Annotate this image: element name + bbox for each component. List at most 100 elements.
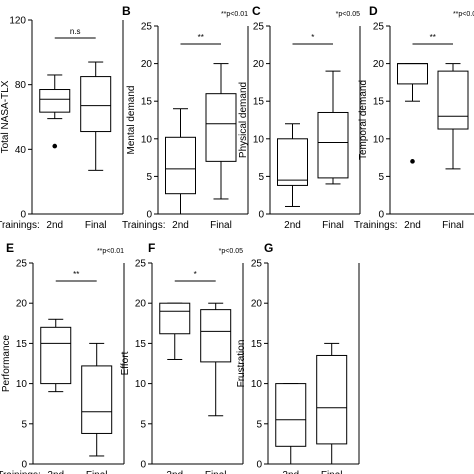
panel-letter: C	[252, 4, 261, 18]
y-tick-label: 10	[141, 134, 153, 145]
iqr-box	[205, 93, 237, 162]
significance-label: *	[194, 270, 197, 279]
y-tick-label: 0	[256, 460, 262, 471]
chart-panel: 0 5 10 15 20 25 Mental demand 2nd Final Trainings…	[122, 4, 249, 231]
y-tick-label: 25	[251, 259, 263, 270]
panel-letter: D	[369, 4, 378, 18]
significance-note: **p<0.01	[453, 11, 474, 18]
y-tick-label: 0	[146, 210, 152, 221]
iqr-box	[39, 89, 71, 113]
y-tick-label: 10	[251, 379, 263, 390]
y-tick-label: 25	[141, 22, 153, 33]
y-tick-label: 20	[253, 59, 265, 70]
significance-label: *	[311, 33, 314, 42]
significance-label: **	[73, 270, 79, 279]
outlier-point	[52, 143, 58, 149]
y-tick-label: 5	[256, 419, 262, 430]
y-tick-label: 5	[146, 172, 152, 183]
box-plot-final	[81, 342, 113, 457]
box-plot-final	[205, 63, 237, 200]
y-tick-label: 20	[251, 299, 263, 310]
panel-letter: B	[122, 4, 131, 18]
y-tick-label: 20	[141, 59, 153, 70]
iqr-box	[317, 111, 349, 179]
significance-label: n.s	[70, 27, 81, 36]
x-tick-label: 2nd	[282, 470, 299, 474]
y-tick-label: 15	[251, 339, 263, 350]
iqr-box	[277, 138, 308, 186]
y-tick-label: 5	[140, 419, 146, 430]
box-plot-final	[200, 302, 232, 417]
box-plot-final	[316, 342, 348, 465]
iqr-box	[159, 302, 191, 335]
x-tick-label: 2nd	[47, 470, 64, 474]
x-axis-prefix: Trainings:	[354, 220, 398, 231]
box-plot-2nd	[277, 123, 308, 207]
y-axis-label: Performance	[1, 334, 12, 392]
y-tick-label: 0	[378, 210, 384, 221]
y-tick-label: 15	[135, 339, 147, 350]
y-tick-label: 25	[373, 22, 385, 33]
chart-panel: 0 40 80 120 Total NASA-TLX 2nd Final Trainings:…	[0, 16, 124, 231]
y-tick-label: 0	[20, 210, 26, 221]
box-plot-2nd	[275, 383, 307, 465]
iqr-box	[397, 63, 428, 85]
iqr-box	[275, 383, 307, 447]
y-tick-label: 25	[16, 259, 28, 270]
y-tick-label: 0	[140, 460, 146, 471]
box-plot-2nd	[397, 63, 428, 164]
x-tick-label: Final	[210, 220, 232, 231]
y-axis-label: Effort	[120, 351, 131, 375]
panel-letter: E	[6, 241, 14, 255]
x-tick-label: 2nd	[172, 220, 189, 231]
y-tick-label: 10	[135, 379, 147, 390]
y-tick-label: 10	[16, 379, 28, 390]
significance-note: *p<0.05	[336, 11, 360, 18]
x-tick-label: Final	[321, 470, 343, 474]
box-plot-2nd	[159, 302, 191, 360]
panel-letter: G	[264, 241, 273, 255]
y-axis-label: Frustration	[236, 340, 247, 388]
significance-note: **p<0.01	[97, 248, 124, 255]
box-plot-final	[80, 61, 112, 171]
x-axis-prefix: Trainings:	[0, 220, 40, 231]
chart-panel: 0 5 10 15 20 25 Temporal demand 2nd Final Trainin…	[354, 4, 474, 231]
y-axis-label: Temporal demand	[358, 80, 369, 160]
x-tick-label: 2nd	[166, 470, 183, 474]
iqr-box	[80, 76, 112, 133]
y-tick-label: 10	[253, 134, 265, 145]
y-tick-label: 25	[135, 259, 147, 270]
significance-label: **	[430, 33, 436, 42]
iqr-box	[200, 309, 232, 363]
significance-note: *p<0.05	[219, 248, 243, 255]
iqr-box	[81, 365, 113, 434]
x-tick-label: Final	[85, 220, 107, 231]
box-plot-final	[317, 70, 349, 185]
box-plot-2nd	[40, 318, 72, 393]
y-tick-label: 20	[16, 299, 28, 310]
y-tick-label: 15	[16, 339, 28, 350]
x-tick-label: 2nd	[404, 220, 421, 231]
y-tick-label: 5	[21, 419, 27, 430]
significance-label: **	[198, 33, 204, 42]
box-plot-2nd	[39, 74, 71, 149]
y-tick-label: 20	[373, 59, 385, 70]
y-tick-label: 10	[373, 134, 385, 145]
y-tick-label: 0	[258, 210, 264, 221]
chart-panel: 0 5 10 15 20 25 Frustration 2nd Final G	[236, 241, 360, 474]
y-axis-label: Physical demand	[238, 82, 249, 158]
box-plot-2nd	[165, 108, 196, 215]
y-tick-label: 15	[373, 97, 385, 108]
y-tick-label: 5	[378, 172, 384, 183]
iqr-box	[437, 70, 469, 130]
x-tick-label: Final	[442, 220, 464, 231]
chart-panel: 0 5 10 15 20 25 Performance 2nd Final Trainings: E…	[0, 241, 125, 474]
iqr-box	[165, 136, 196, 195]
x-tick-label: Final	[205, 470, 227, 474]
x-tick-label: 2nd	[284, 220, 301, 231]
panel-letter: F	[148, 241, 155, 255]
y-tick-label: 15	[141, 97, 153, 108]
y-tick-label: 40	[15, 145, 27, 156]
y-tick-label: 25	[253, 22, 265, 33]
